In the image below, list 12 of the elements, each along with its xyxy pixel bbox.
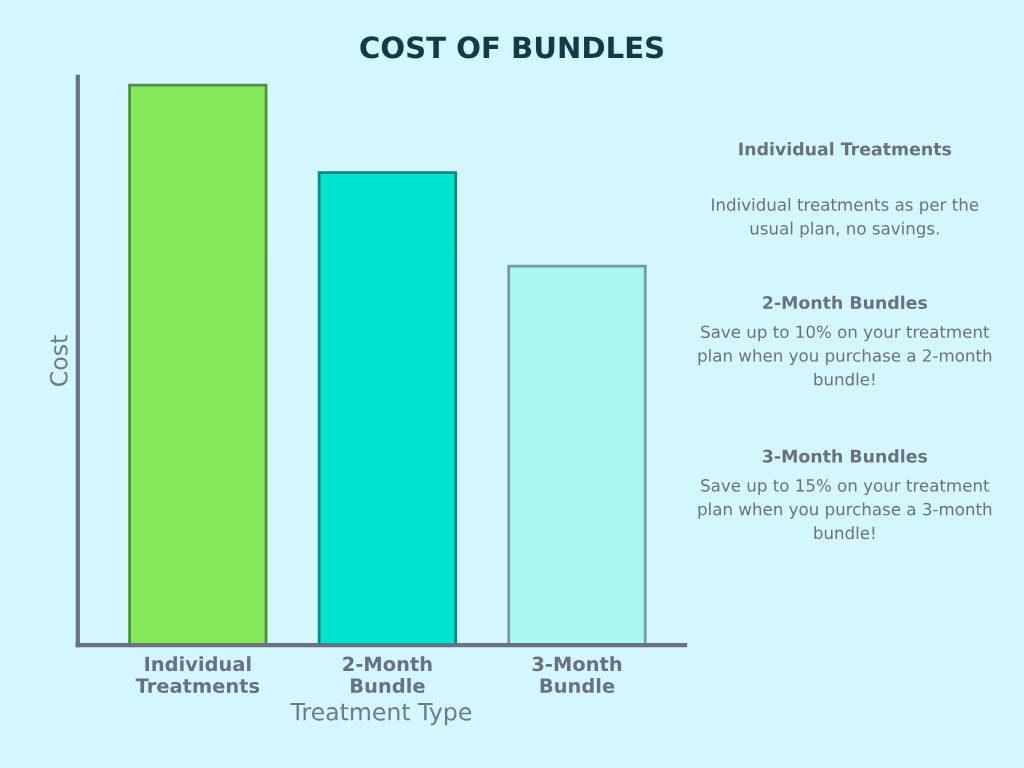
x-tick-label: Individual Treatments (135, 656, 260, 694)
y-axis-title: Cost (49, 335, 68, 386)
text: 2-Month Bundles (763, 295, 927, 310)
x-axis-title: Treatment Type (290, 703, 472, 726)
text: Save up to 10% on your treatment plan when you purchase a 2-month bundle! (698, 325, 992, 386)
x-tick-label: 2-Month Bundle (343, 656, 432, 694)
text: Individual Treatments (739, 142, 952, 156)
chart-title: COST OF BUNDLES (360, 36, 663, 59)
x-tick-label: 3-Month Bundle (532, 656, 622, 694)
text: 3-Month Bundles (762, 449, 927, 463)
text: Save up to 15% on your treatment plan when you purchase a 3-month bundle! (698, 479, 992, 540)
text: Individual treatments as per the usual plan, no savings. (712, 198, 979, 238)
